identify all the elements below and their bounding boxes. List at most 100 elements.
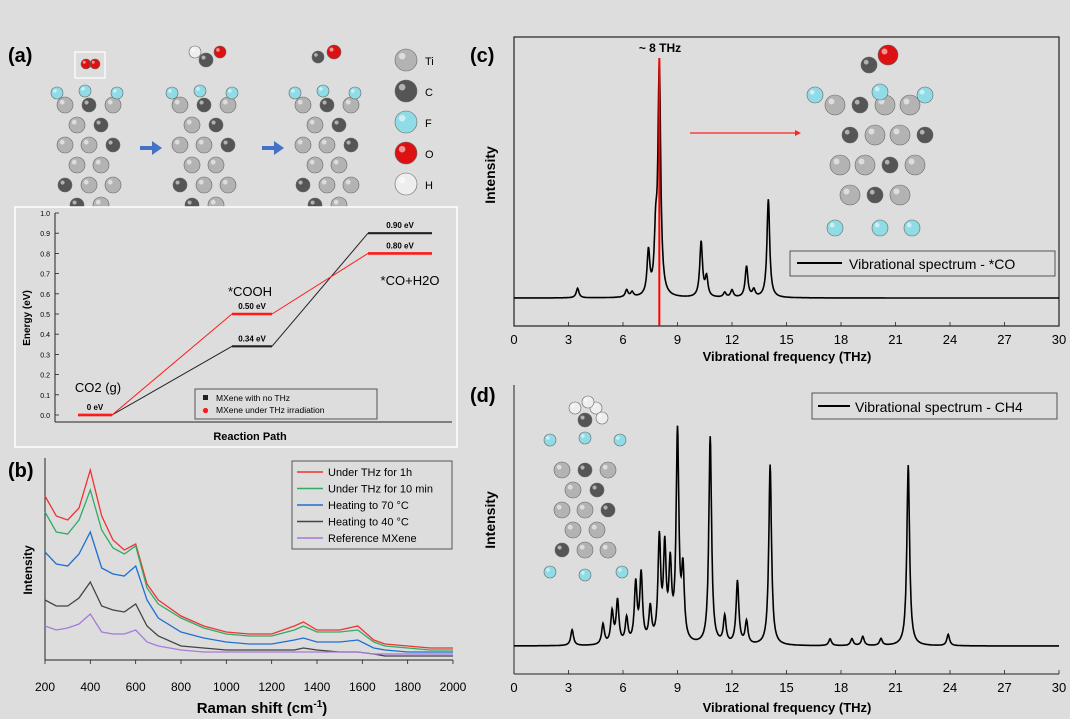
slab2-atom-6-highlight	[198, 139, 204, 145]
slab2-atom-7-highlight	[223, 140, 228, 145]
slab3-f-1-highlight	[319, 87, 323, 91]
slab3-atom-8-highlight	[309, 159, 315, 165]
ch4-slab-atom-12	[599, 541, 617, 559]
slab2-atom-7	[220, 137, 236, 153]
slab2-atom-2-highlight	[222, 99, 228, 105]
co-ads-c	[860, 56, 878, 74]
co-slab-atom-1	[851, 96, 869, 114]
slab3-f-2	[348, 86, 362, 100]
co-slab-atom-12-highlight	[843, 188, 850, 195]
co-slab-atom-5-highlight	[868, 128, 875, 135]
spectrum-co-x-tick-label-0: 0	[510, 332, 517, 347]
atom-legend-o-highlight	[398, 145, 406, 153]
spectrum-co-y-label: Intensity	[482, 146, 498, 204]
ch4-slab-f-5	[615, 565, 629, 579]
ch4-slab-f-5-highlight	[618, 568, 622, 572]
slab2-atom-11-highlight	[198, 179, 204, 185]
spectrum-co-x-tick-label-8: 24	[943, 332, 957, 347]
slab1-atom-8	[68, 156, 86, 174]
energy-y-tick-label-7: 0.7	[40, 272, 50, 279]
ch4-slab-atom-4-highlight	[592, 485, 597, 490]
co-slab-f-1-highlight	[874, 86, 880, 92]
co-slab-f-2-highlight	[919, 89, 925, 95]
ch4-slab-f-4-highlight	[581, 571, 585, 575]
co-slab-atom-8-highlight	[833, 158, 840, 165]
adsorption-structures	[50, 44, 362, 228]
slab3-atom-7	[343, 137, 359, 153]
slab3-atom-8	[306, 156, 324, 174]
ch4-slab-atom-10	[554, 542, 570, 558]
slab2-f-0	[165, 86, 179, 100]
slab1-atom-2-highlight	[107, 99, 113, 105]
ch4-structure	[543, 395, 629, 582]
raman-x-tick-label-6: 1400	[304, 680, 331, 694]
co-o-1-highlight	[82, 60, 86, 64]
slab2-f-1	[193, 84, 207, 98]
ch4-slab-atom-11	[576, 541, 594, 559]
ch4-slab-atom-9	[588, 521, 606, 539]
co-slab-f-0	[806, 86, 824, 104]
ch4-slab-f-0	[543, 433, 557, 447]
slab2-atom-1	[196, 97, 212, 113]
raman-x-tick-label-3: 800	[171, 680, 191, 694]
raman-y-label: Intensity	[21, 545, 35, 595]
co-slab-f-0-highlight	[809, 89, 815, 95]
slab2-atom-9-highlight	[210, 159, 216, 165]
slab2-atom-9	[207, 156, 225, 174]
slab3-f-0-highlight	[291, 89, 295, 93]
ch4-slab-f-1	[578, 431, 592, 445]
slab3-atom-2	[342, 96, 360, 114]
slab1-atom-6-highlight	[83, 139, 89, 145]
co-slab-atom-11	[904, 154, 926, 176]
cooh-c	[198, 52, 214, 68]
slab3-atom-12	[342, 176, 360, 194]
energy-legend-box	[194, 388, 378, 420]
spectrum-co-x-tick-label-1: 3	[565, 332, 572, 347]
energy-legend-label-no-thz: MXene with no THz	[216, 393, 290, 403]
energy-series: 0 eV 0.34 eV 0.90 eV 0.50 eV 0.80 eV	[78, 221, 432, 417]
slab1-atom-5	[56, 136, 74, 154]
ch4-slab-atom-5	[553, 501, 571, 519]
ch4-slab-f-2-highlight	[616, 436, 620, 440]
co-slab-atom-7-highlight	[919, 129, 925, 135]
slab3-atom-7-highlight	[346, 140, 351, 145]
spectrum-ch4-x-ticks: 0 3 6 9 12 15 18 21 24 27 30	[510, 670, 1066, 695]
raman-x-tick-label-1: 400	[80, 680, 100, 694]
atom-legend-o	[394, 141, 418, 165]
energy-legend-label-thz: MXene under THz irradiation	[216, 405, 325, 415]
slab2-atom-8	[183, 156, 201, 174]
slab1-atom-12	[104, 176, 122, 194]
raman-x-tick-label-4: 1000	[213, 680, 240, 694]
atom-legend-h	[394, 172, 418, 196]
co-slab-atom-4-highlight	[844, 129, 850, 135]
slab3-atom-5	[294, 136, 312, 154]
co-slab-atom-14-highlight	[893, 188, 900, 195]
ch4-slab-atom-2	[599, 461, 617, 479]
co-slab-f-5	[903, 219, 921, 237]
slab1-atom-9-highlight	[95, 159, 101, 165]
raman-x-tick-label-5: 1200	[258, 680, 285, 694]
co-highlight-box	[74, 51, 106, 79]
ch4-h-0	[568, 401, 582, 415]
cooh-h	[188, 45, 202, 59]
panel-label-b: (b)	[8, 460, 34, 482]
ch4-slab-atom-7-highlight	[603, 505, 608, 510]
slab2-atom-12-highlight	[222, 179, 228, 185]
raman-x-tick-label-9: 2000	[440, 680, 467, 694]
raman-legend-label-4: Reference MXene	[328, 533, 417, 545]
slab3-atom-14-highlight	[333, 199, 339, 205]
energy-y-tick-label-10: 1.0	[40, 211, 50, 218]
slab2-atom-13-highlight	[187, 200, 192, 205]
co-ads-c-highlight	[863, 59, 869, 65]
raman-legend-label-0: Under THz for 1h	[328, 467, 412, 479]
ch4-h-2	[581, 395, 595, 409]
raman-x-label: Raman shift (cm-1)	[197, 699, 328, 717]
spectrum-ch4-x-tick-label-9: 27	[997, 680, 1011, 695]
spectrum-co-x-tick-label-3: 9	[674, 332, 681, 347]
slab1-atom-3-highlight	[71, 119, 77, 125]
co-slab-atom-9	[854, 154, 876, 176]
co-c	[311, 50, 325, 64]
spectrum-ch4-x-tick-label-3: 9	[674, 680, 681, 695]
